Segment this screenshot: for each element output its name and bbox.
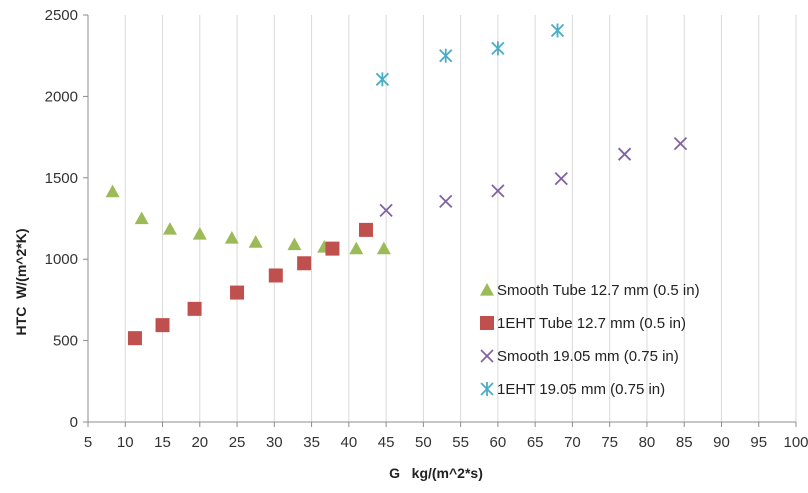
- legend-item: Smooth Tube 12.7 mm (0.5 in): [480, 282, 700, 299]
- legend-item: 1EHT Tube 12.7 mm (0.5 in): [480, 315, 686, 332]
- data-point: [162, 222, 177, 235]
- data-point: [325, 241, 340, 256]
- data-point: [287, 237, 302, 251]
- axes: [83, 14, 797, 427]
- x-tick-label: 15: [154, 434, 171, 451]
- x-tick-label: 55: [452, 434, 469, 451]
- data-point: [673, 136, 688, 151]
- y-tick-label: 1000: [45, 251, 78, 268]
- data-point: [224, 231, 239, 244]
- data-point: [187, 301, 202, 316]
- legend: Smooth Tube 12.7 mm (0.5 in) 1EHT Tube 12…: [480, 282, 700, 398]
- data-point: [248, 235, 263, 248]
- legend-label: 1EHT 19.05 mm (0.75 in): [497, 381, 665, 398]
- y-axis-title: HTC W/(m^2*K): [13, 229, 29, 336]
- data-point: [491, 184, 505, 198]
- x-tick-label: 25: [229, 434, 246, 451]
- x-tick-label: 5: [84, 434, 92, 451]
- data-point: [554, 171, 568, 186]
- legend-item: 1EHT 19.05 mm (0.75 in): [480, 381, 665, 398]
- data-point: [297, 256, 312, 271]
- grid: [124, 15, 797, 422]
- x-tick-label: 60: [490, 434, 507, 451]
- x-tick-label: 95: [750, 434, 767, 451]
- data-point: [376, 241, 391, 255]
- x-tick-label: 80: [639, 434, 656, 451]
- legend-item: Smooth 19.05 mm (0.75 in): [480, 348, 679, 365]
- data-point: [375, 72, 390, 87]
- x-tick-label: 50: [415, 434, 432, 451]
- x-tick-label: 70: [564, 434, 581, 451]
- data-point: [617, 147, 632, 161]
- data-point: [192, 226, 207, 240]
- x-tick-label: 100: [783, 434, 808, 451]
- data-point: [268, 268, 283, 283]
- data-point: [134, 211, 149, 225]
- tick-labels: 0 500 1000 1500 2000 2500 5 10 15 20 25 30 35 40 45 50 5…: [45, 7, 808, 451]
- x-tick-label: 40: [340, 434, 357, 451]
- legend-marker: [480, 316, 494, 330]
- x-tick-label: 90: [713, 434, 730, 451]
- legend-label: Smooth Tube 12.7 mm (0.5 in): [497, 282, 700, 299]
- x-axis-title: G kg/(m^2*s): [389, 465, 483, 481]
- data-point: [105, 184, 120, 198]
- data-point: [439, 48, 453, 63]
- data-marks: [105, 23, 688, 346]
- y-tick-label: 500: [53, 333, 78, 350]
- data-point: [358, 222, 373, 237]
- data-point: [127, 331, 142, 346]
- y-tick-label: 2500: [45, 7, 78, 24]
- legend-marker: [480, 382, 494, 396]
- data-point: [550, 23, 565, 38]
- data-point: [491, 41, 505, 56]
- x-tick-label: 30: [266, 434, 283, 451]
- data-point: [155, 318, 170, 333]
- data-point: [379, 203, 393, 217]
- legend-marker: [480, 283, 494, 296]
- y-tick-label: 2000: [45, 88, 78, 105]
- x-tick-label: 65: [527, 434, 544, 451]
- x-tick-label: 85: [676, 434, 693, 451]
- x-tick-label: 20: [191, 434, 208, 451]
- data-point: [439, 194, 453, 209]
- x-tick-label: 10: [117, 434, 134, 451]
- y-tick-label: 0: [70, 414, 78, 431]
- legend-label: Smooth 19.05 mm (0.75 in): [497, 348, 679, 365]
- legend-label: 1EHT Tube 12.7 mm (0.5 in): [497, 315, 686, 332]
- legend-marker: [480, 349, 494, 363]
- y-tick-label: 1500: [45, 170, 78, 187]
- x-tick-label: 45: [378, 434, 395, 451]
- x-tick-label: 35: [303, 434, 320, 451]
- x-tick-label: 75: [601, 434, 618, 451]
- data-point: [230, 285, 245, 300]
- data-point: [349, 241, 364, 255]
